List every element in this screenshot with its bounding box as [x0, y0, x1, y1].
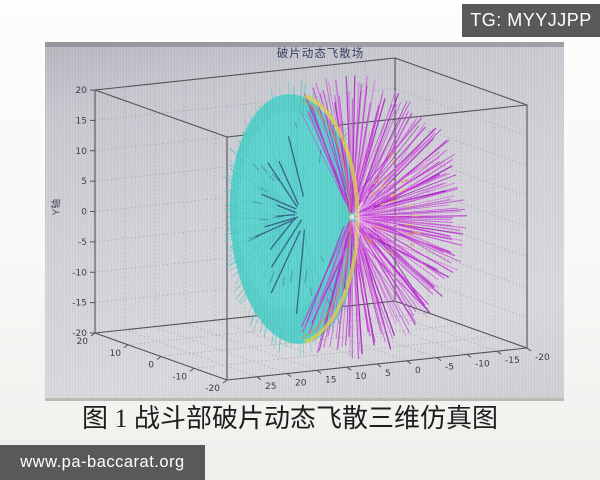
z-axis-label: Y轴 [51, 198, 63, 216]
focal-glint [352, 184, 401, 264]
figure-photo: 20 15 10 5 0 -5 -10 -15 -20 20 10 0 -10 -20 25 20 15 10 5 0… [45, 42, 564, 401]
watermark-site-text: www.pa-baccarat.org [20, 453, 185, 471]
watermark-telegram-banner: TG: MYYJJPP [462, 4, 600, 37]
svg-text:-20: -20 [205, 384, 220, 394]
svg-text:5: 5 [385, 369, 391, 379]
svg-text:10: 10 [355, 372, 367, 382]
svg-text:10: 10 [110, 349, 122, 359]
tick-marks [90, 89, 532, 384]
svg-text:20: 20 [295, 379, 307, 389]
svg-text:5: 5 [81, 177, 87, 187]
watermark-telegram-text: TG: MYYJJPP [470, 10, 592, 30]
svg-text:0: 0 [415, 366, 421, 376]
plot-title: 破片动态飞散场 [276, 48, 365, 60]
svg-text:-15: -15 [505, 356, 520, 366]
cyan-texture [234, 105, 325, 327]
fragment-burst [221, 75, 467, 360]
rim-band-orange [301, 99, 352, 339]
svg-text:20: 20 [77, 337, 89, 347]
svg-text:25: 25 [265, 382, 276, 392]
svg-text:10: 10 [76, 147, 88, 157]
figure-caption: 图 1 战斗部破片动态飞散三维仿真图 [81, 404, 498, 433]
svg-text:0: 0 [148, 361, 154, 371]
svg-text:15: 15 [325, 375, 336, 385]
svg-text:20: 20 [76, 86, 88, 96]
svg-text:-20: -20 [72, 329, 87, 339]
svg-text:0: 0 [81, 208, 87, 218]
svg-text:-20: -20 [535, 353, 550, 363]
svg-text:-15: -15 [72, 299, 87, 309]
photo-top-edge [45, 42, 564, 47]
svg-text:-10: -10 [172, 372, 187, 382]
rim-specks [365, 151, 421, 255]
svg-text:-5: -5 [445, 363, 454, 373]
dark-streaks [247, 122, 348, 314]
svg-text:-10: -10 [72, 268, 87, 278]
svg-text:15: 15 [76, 116, 87, 126]
svg-text:-10: -10 [475, 359, 490, 369]
svg-text:-5: -5 [78, 238, 87, 248]
watermark-site-banner: www.pa-baccarat.org [0, 445, 205, 480]
